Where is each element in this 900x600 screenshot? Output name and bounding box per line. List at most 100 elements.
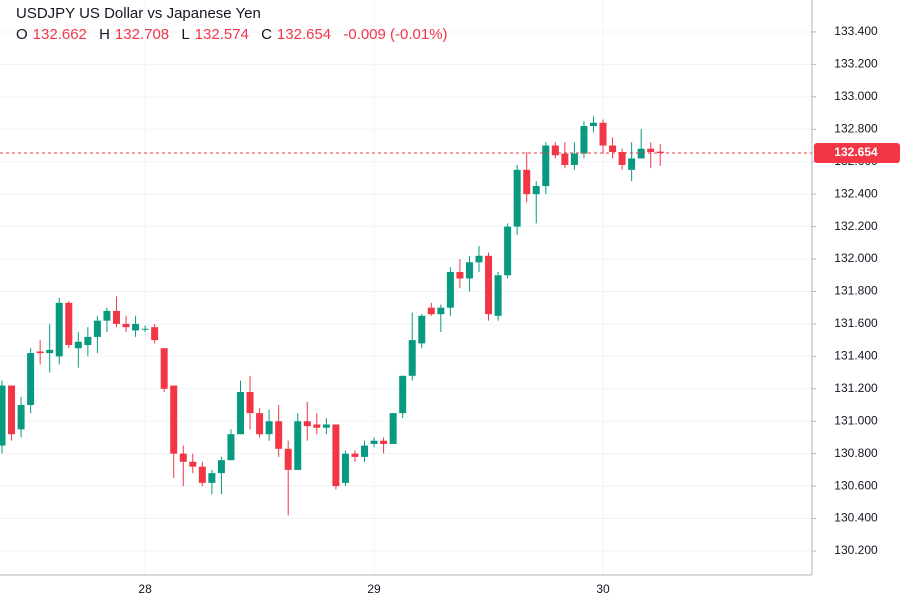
legend: USDJPY US Dollar vs Japanese Yen O 132.66… xyxy=(16,4,456,46)
candle-body xyxy=(160,348,168,389)
candle-body xyxy=(217,460,225,474)
y-tick-label: 130.800 xyxy=(834,446,878,460)
candle-body xyxy=(151,327,159,341)
candle-body xyxy=(313,424,321,428)
x-tick-label: 28 xyxy=(138,582,152,596)
candle-body xyxy=(322,424,330,428)
candle-body xyxy=(65,302,73,345)
candle-body xyxy=(170,385,178,454)
candle-body xyxy=(84,336,92,345)
y-tick-label: 132.200 xyxy=(834,219,878,233)
change-label: -0.009 (-0.01%) xyxy=(343,26,448,43)
candle-body xyxy=(55,302,63,357)
candle-body xyxy=(275,421,283,449)
candle-body xyxy=(418,315,426,344)
candle-body xyxy=(465,262,473,279)
candle-body xyxy=(513,169,521,227)
y-tick-label: 132.800 xyxy=(834,121,878,135)
candle-body xyxy=(523,169,531,195)
candle-body xyxy=(237,392,244,435)
last-price-box xyxy=(814,142,900,163)
ohlc-row: O 132.662 H 132.708 L 132.574 C 132.654 -0.0… xyxy=(16,24,456,46)
x-tick-label: 29 xyxy=(367,582,381,596)
ohlc-key: H xyxy=(99,26,110,43)
candle-body xyxy=(542,145,550,187)
ohlc-key: O xyxy=(16,26,28,43)
candle-body xyxy=(389,413,397,444)
y-tick-label: 132.000 xyxy=(834,251,878,265)
candle-body xyxy=(532,186,540,195)
candle-body xyxy=(399,375,407,414)
y-tick-label: 131.200 xyxy=(834,381,878,395)
x-tick-label: 30 xyxy=(596,582,610,596)
y-tick-label: 133.000 xyxy=(834,89,878,103)
candle-body xyxy=(46,349,54,354)
ohlc-key: L xyxy=(181,26,190,43)
candle-body xyxy=(141,328,149,330)
candle-body xyxy=(408,340,416,376)
candle-body xyxy=(132,323,140,331)
candle-body xyxy=(208,473,216,483)
candle-body xyxy=(437,307,445,315)
y-tick-label: 131.800 xyxy=(834,284,878,298)
ohlc-value: 132.574 xyxy=(194,26,249,43)
candle-body xyxy=(570,153,578,165)
candle-body xyxy=(609,145,617,152)
candle-body xyxy=(93,320,101,337)
candle-body xyxy=(265,421,273,435)
candle-body xyxy=(112,310,120,324)
candle-body xyxy=(485,255,493,315)
y-tick-label: 130.200 xyxy=(834,543,878,557)
candle-body xyxy=(380,440,388,444)
candle-body xyxy=(74,341,82,349)
candle-body xyxy=(504,226,512,276)
candle-body xyxy=(36,351,44,354)
ohlc-key: C xyxy=(261,26,272,43)
y-tick-label: 133.200 xyxy=(834,57,878,71)
symbol-title: USDJPY US Dollar vs Japanese Yen xyxy=(16,5,261,22)
y-tick-label: 130.600 xyxy=(834,478,878,492)
candle-body xyxy=(647,148,655,152)
ohlc-value: 132.654 xyxy=(276,26,332,43)
candle-body xyxy=(189,461,197,467)
candle-body xyxy=(227,434,235,461)
candle-body xyxy=(198,466,206,483)
candle-body xyxy=(332,424,340,487)
candle-body xyxy=(370,440,378,444)
candle-body xyxy=(551,145,559,156)
y-tick-label: 130.400 xyxy=(834,511,878,525)
candle-body xyxy=(427,307,435,315)
candle-body xyxy=(0,385,6,446)
candle-body xyxy=(351,453,359,457)
candle-body xyxy=(456,272,464,279)
candle-body xyxy=(246,392,254,414)
candle-body xyxy=(599,122,607,146)
candle-body xyxy=(637,148,645,159)
candle-body xyxy=(475,255,483,263)
candle-body xyxy=(361,445,369,457)
candle-body xyxy=(17,405,25,430)
candle-body xyxy=(341,453,349,483)
candle-body xyxy=(303,421,311,427)
y-tick-label: 133.400 xyxy=(834,24,878,38)
y-tick-label: 131.000 xyxy=(834,413,878,427)
candle-body xyxy=(179,453,187,462)
candle-body xyxy=(103,310,111,321)
last-price-label: 132.654 xyxy=(834,145,878,159)
candle-body xyxy=(494,275,502,316)
y-tick-label: 131.600 xyxy=(834,316,878,330)
candle-body xyxy=(561,153,569,165)
candle-body xyxy=(446,272,454,308)
y-tick-label: 132.400 xyxy=(834,186,878,200)
candle-body xyxy=(656,151,664,153)
candle-body xyxy=(628,158,636,170)
ohlc-value: 132.662 xyxy=(32,26,87,43)
candle-body xyxy=(618,151,626,165)
ohlc-value: 132.708 xyxy=(114,26,170,43)
candle-body xyxy=(580,126,588,154)
candle-body xyxy=(294,421,302,470)
candle-body xyxy=(27,353,35,406)
y-tick-label: 131.400 xyxy=(834,349,878,363)
